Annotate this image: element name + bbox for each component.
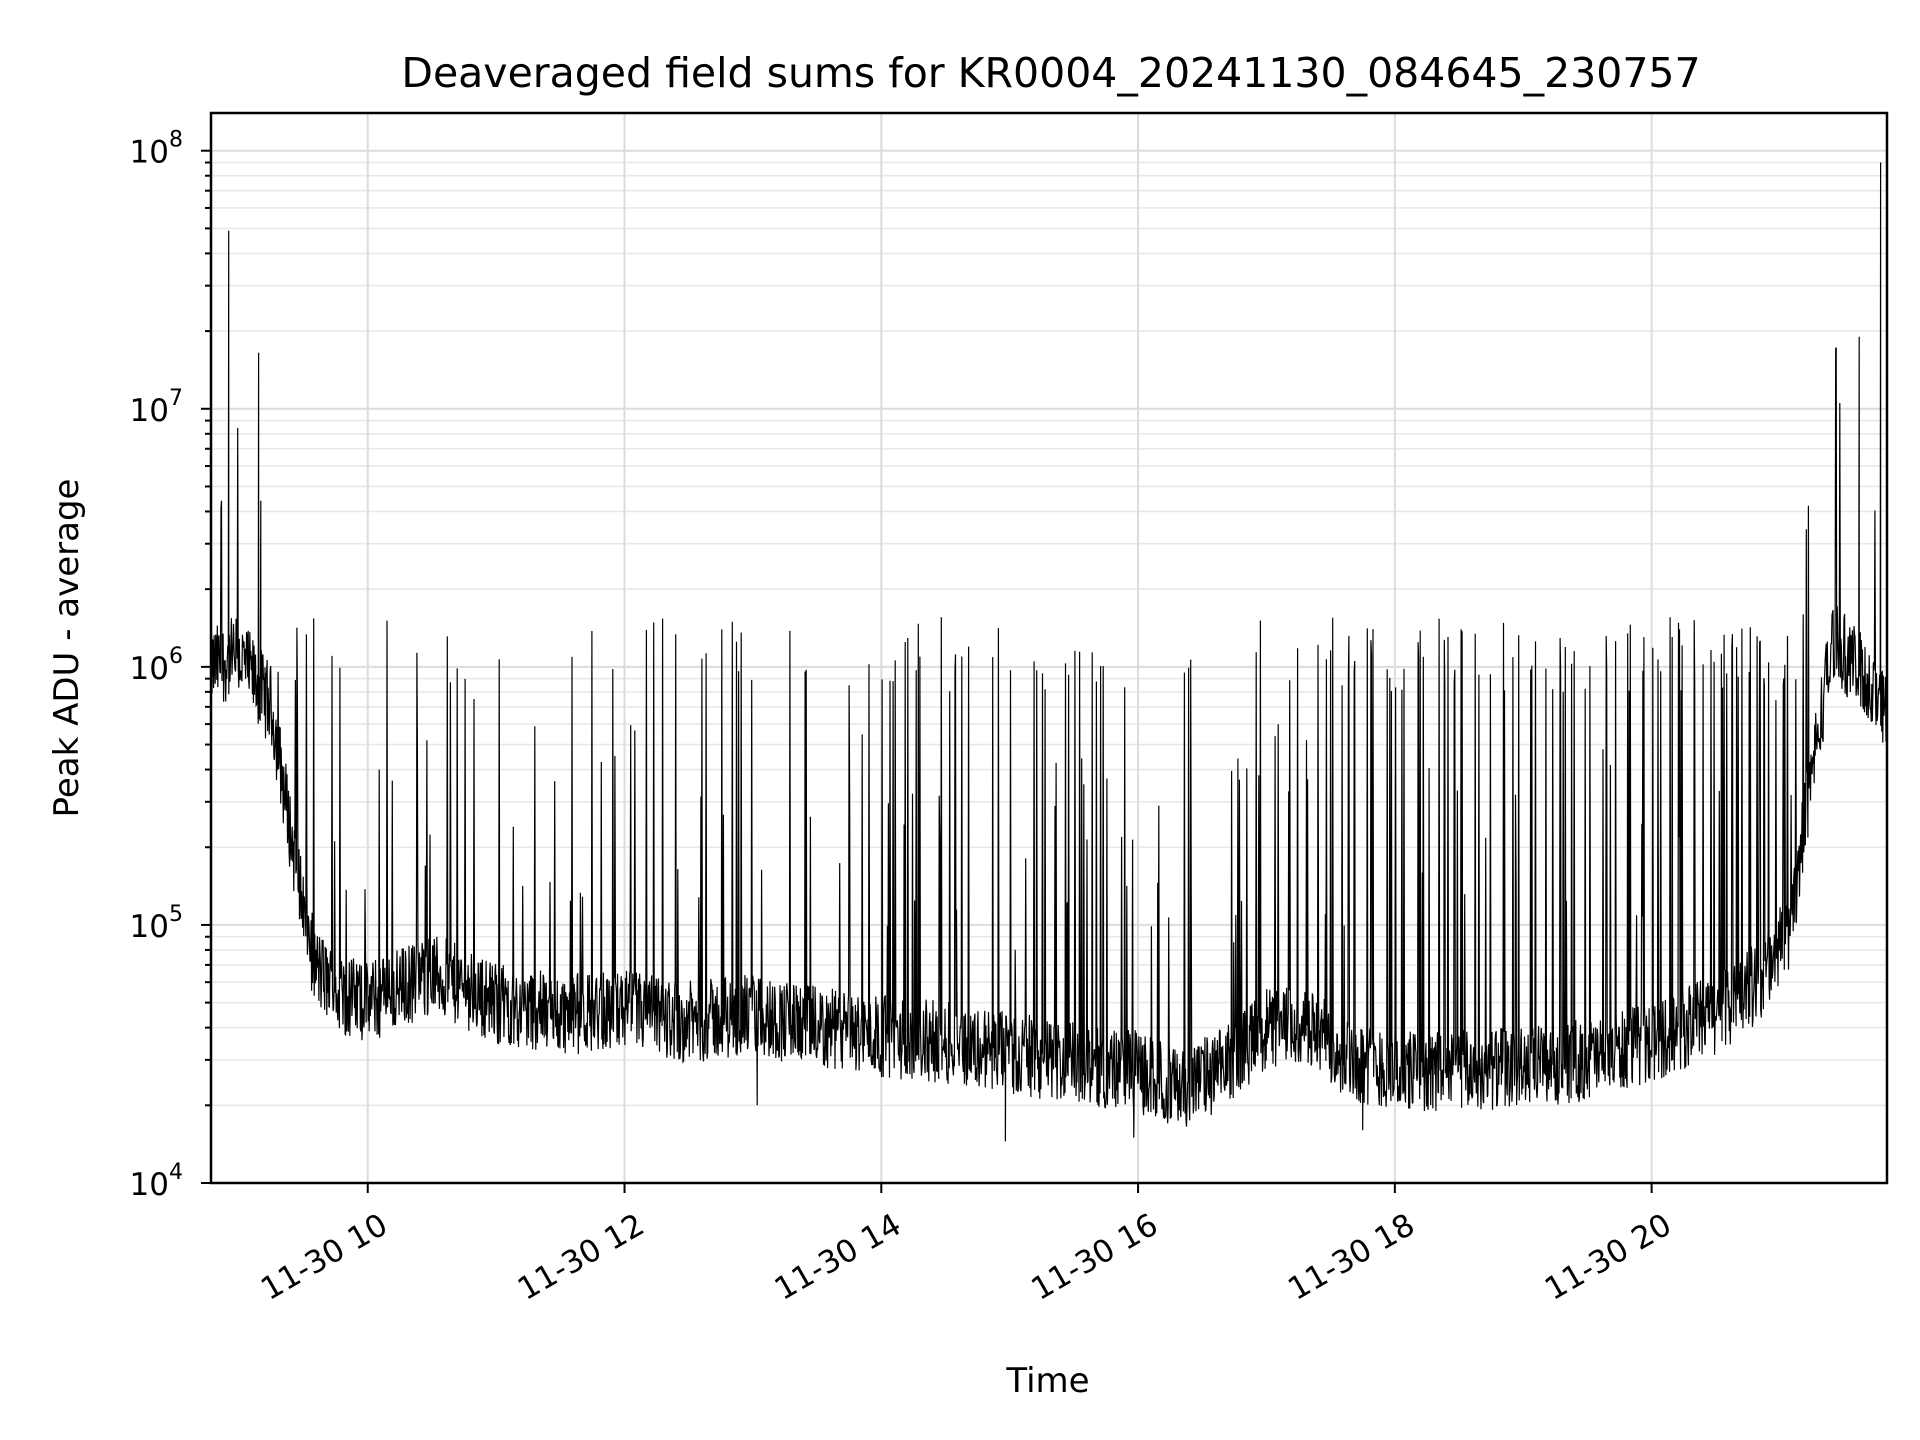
y-axis: 104 105 106 107 108 xyxy=(130,128,211,1203)
y-tick-label: 108 xyxy=(130,128,183,171)
y-tick-label: 104 xyxy=(130,1160,183,1203)
chart-title: Deaveraged field sums for KR0004_2024113… xyxy=(401,49,1700,97)
plot-frame xyxy=(209,111,1889,1185)
series-path xyxy=(210,162,1888,1142)
y-tick-label: 107 xyxy=(130,386,183,429)
grid xyxy=(211,113,1887,1184)
y-axis-label: Peak ADU - average xyxy=(47,479,87,818)
y-tick-label: 105 xyxy=(130,902,183,945)
series-line xyxy=(210,162,1888,1142)
x-axis-label: Time xyxy=(1005,1361,1089,1401)
y-tick-label: 106 xyxy=(130,644,183,687)
